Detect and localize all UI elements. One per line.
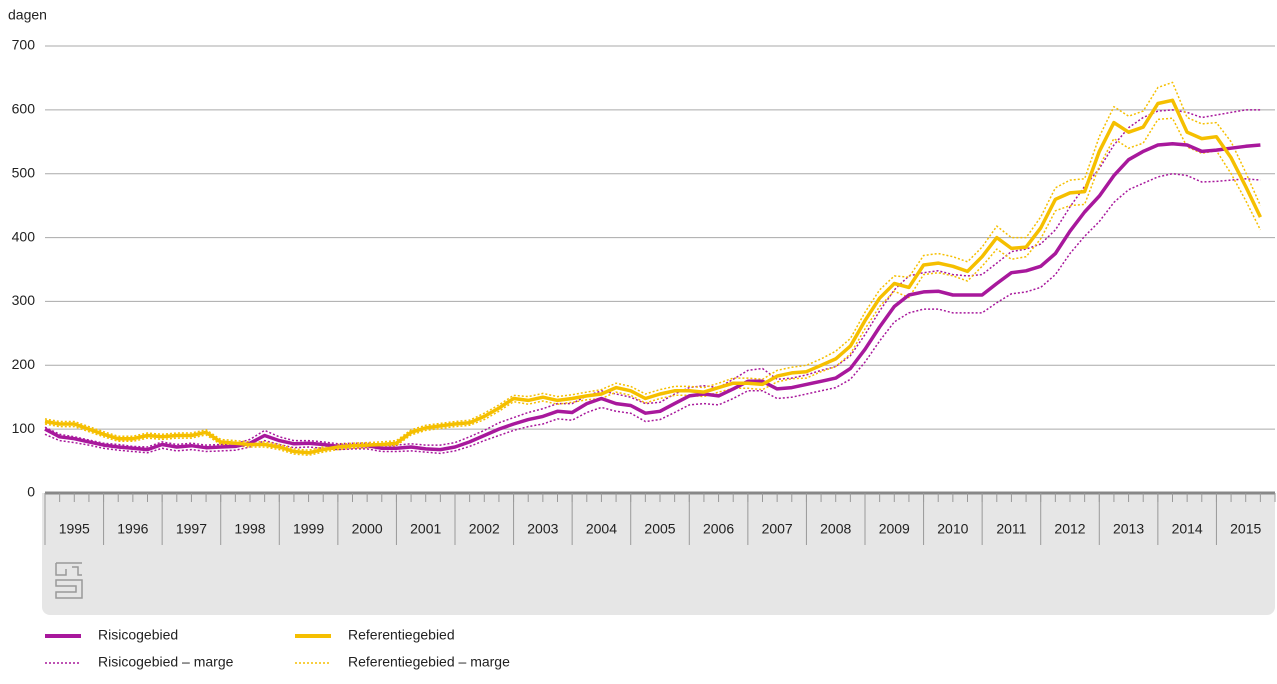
- legend-label: Referentiegebied – marge: [348, 654, 510, 670]
- x-tick-label: 2013: [1113, 521, 1144, 537]
- legend-label: Referentiegebied: [348, 627, 455, 643]
- y-tick-label: 700: [12, 37, 36, 53]
- x-tick-label: 1995: [59, 521, 90, 537]
- x-tick-label: 2003: [527, 521, 558, 537]
- series-line: [44, 117, 1262, 457]
- series-line: [44, 172, 1261, 455]
- y-axis-label: dagen: [8, 7, 47, 23]
- x-tick-label: 2014: [1172, 521, 1203, 537]
- y-tick-label: 300: [12, 292, 36, 308]
- y-tick-label: 200: [12, 356, 36, 372]
- x-tick-label: 2005: [644, 521, 675, 537]
- series-line: [44, 81, 1262, 451]
- x-tick-label: 2008: [820, 521, 851, 537]
- x-tick-label: 2000: [352, 521, 383, 537]
- x-tick-label: 2012: [1054, 521, 1085, 537]
- x-tick-label: 2007: [762, 521, 793, 537]
- x-tick-label: 2015: [1230, 521, 1261, 537]
- x-tick-label: 1999: [293, 521, 324, 537]
- y-tick-label: 500: [12, 164, 36, 180]
- x-tick-label: 2010: [937, 521, 968, 537]
- x-tick-label: 2004: [586, 521, 617, 537]
- y-tick-label: 0: [27, 484, 35, 500]
- axis-band: [42, 493, 1275, 615]
- x-tick-label: 1996: [117, 521, 148, 537]
- x-tick-label: 2011: [996, 521, 1026, 537]
- y-tick-label: 600: [12, 101, 36, 117]
- series-line: [44, 109, 1261, 448]
- logo: [55, 562, 83, 599]
- x-tick-label: 1997: [176, 521, 207, 537]
- x-tick-label: 2001: [410, 521, 441, 537]
- legend-label: Risicogebied: [98, 627, 178, 643]
- x-tick-label: 2002: [469, 521, 500, 537]
- series-line: [44, 98, 1262, 455]
- y-tick-label: 400: [12, 228, 36, 244]
- series-line: [44, 141, 1261, 452]
- y-tick-label: 100: [12, 420, 36, 436]
- legend-label: Risicogebied – marge: [98, 654, 234, 670]
- x-tick-label: 1998: [234, 521, 265, 537]
- x-tick-label: 2006: [703, 521, 734, 537]
- x-tick-label: 2009: [879, 521, 910, 537]
